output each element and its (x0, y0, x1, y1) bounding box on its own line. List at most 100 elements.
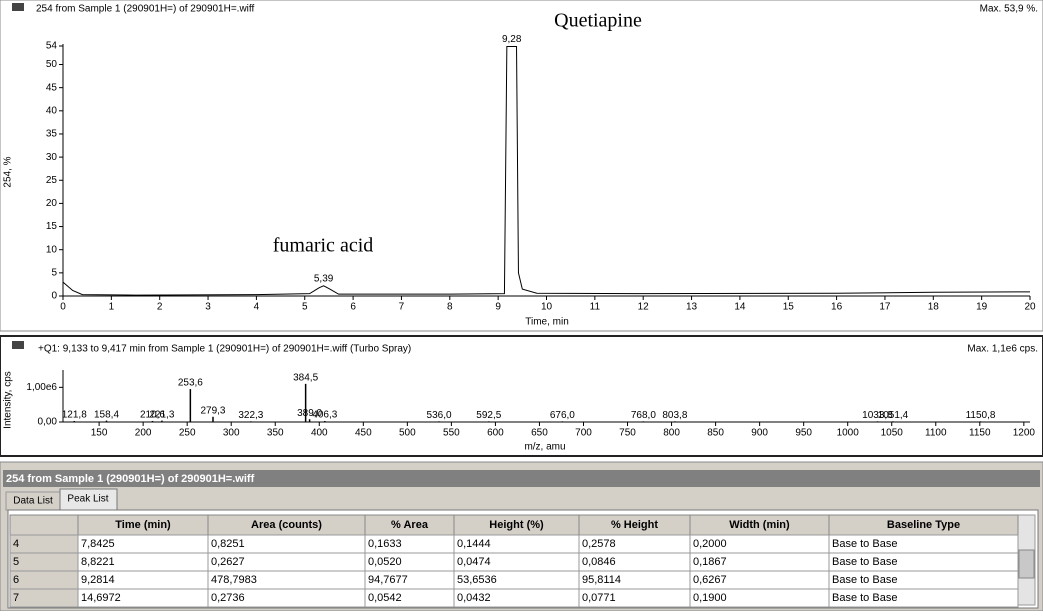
y-tick-label: 10 (46, 244, 58, 255)
cell-text: 4 (13, 538, 19, 550)
peak-label: 210,6 (140, 410, 165, 421)
x-tick-label: 950 (795, 428, 812, 439)
cell-text: 8,8221 (81, 556, 115, 568)
y-axis-label: Intensity, cps (3, 371, 14, 429)
cell-text: 7,8425 (81, 538, 115, 550)
peak-label: 676,0 (550, 410, 575, 421)
peak-label: 279,3 (200, 405, 225, 416)
peak-label: 1051,4 (878, 410, 909, 421)
x-tick-label: 10 (541, 302, 553, 313)
column-header-label: % Area (391, 519, 429, 531)
x-tick-label: 20 (1024, 302, 1036, 313)
panel-header: 254 from Sample 1 (290901H=) of 290901H=… (36, 4, 255, 15)
cell-text: 0,0846 (582, 556, 616, 568)
y-tick-label: 20 (46, 198, 58, 209)
peak-label: 158,4 (94, 409, 119, 420)
y-tick-label: 40 (46, 105, 58, 116)
peak-label: 322,3 (238, 410, 263, 421)
y-tick-label: 50 (46, 59, 58, 70)
cell-text: 0,2578 (582, 538, 616, 550)
cell-text: 478,7983 (211, 574, 257, 586)
spectrum-panel (0, 335, 1043, 457)
cell-text: 0,1633 (368, 538, 402, 550)
cell-text: 0,2000 (693, 538, 727, 550)
x-tick-label: 15 (783, 302, 795, 313)
column-header-label: Time (min) (115, 519, 171, 531)
y-tick-label: 35 (46, 129, 58, 140)
y-tick-label: 54 (46, 41, 58, 52)
y-tick-label: 1,00e6 (26, 382, 57, 393)
row-header (9, 588, 79, 608)
column-header-label: Height (%) (489, 519, 544, 531)
peak-label: 803,8 (662, 410, 687, 421)
cell-text: 0,2736 (211, 592, 245, 604)
cell-text: 14,6972 (81, 592, 121, 604)
x-tick-label: 350 (267, 428, 284, 439)
x-tick-label: 700 (575, 428, 592, 439)
cell-text: Base to Base (832, 556, 897, 568)
x-tick-label: 0 (60, 302, 66, 313)
y-tick-label: 30 (46, 152, 58, 163)
x-tick-label: 1 (109, 302, 115, 313)
x-tick-label: 19 (976, 302, 988, 313)
cell-text: 95,8114 (582, 574, 621, 586)
cell-text: 0,0542 (368, 592, 402, 604)
peak-label: 5,39 (314, 273, 334, 284)
panel-header: +Q1: 9,133 to 9,417 min from Sample 1 (2… (38, 344, 411, 355)
x-tick-label: 17 (879, 302, 891, 313)
table-title: 254 from Sample 1 (290901H=) of 290901H=… (6, 473, 255, 485)
cell-text: 7 (13, 592, 19, 604)
x-tick-label: 9 (495, 302, 501, 313)
scroll-thumb[interactable] (1018, 549, 1035, 579)
peak-label: 221,3 (149, 409, 174, 420)
y-tick-label: 0,00 (38, 417, 58, 428)
row-header (9, 534, 79, 554)
cell-text: 5 (13, 556, 19, 568)
max-label: Max. 53,9 %. (980, 4, 1038, 15)
cell-text: Base to Base (832, 538, 897, 550)
y-tick-label: 5 (51, 267, 57, 278)
x-tick-label: 6 (350, 302, 356, 313)
peak-label: 406,3 (312, 410, 337, 421)
cell-text: 0,1900 (693, 592, 727, 604)
cell-text: 9,2814 (81, 574, 115, 586)
x-tick-label: 600 (487, 428, 504, 439)
panel-icon (12, 3, 24, 11)
column-header-label: Baseline Type (887, 519, 960, 531)
tab-label[interactable]: Peak List (67, 494, 108, 505)
x-tick-label: 1000 (837, 428, 860, 439)
y-tick-label: 45 (46, 82, 58, 93)
peak-label: 536,0 (427, 410, 452, 421)
y-tick-label: 0 (51, 291, 57, 302)
x-tick-label: 3 (205, 302, 211, 313)
x-tick-label: 400 (311, 428, 328, 439)
x-tick-label: 12 (638, 302, 650, 313)
x-tick-label: 300 (223, 428, 240, 439)
cell-text: 0,8251 (211, 538, 245, 550)
cell-text: 0,0520 (368, 556, 402, 568)
cell-text: 0,0474 (457, 556, 491, 568)
cell-text: Base to Base (832, 592, 897, 604)
x-tick-label: 16 (831, 302, 843, 313)
peak-label: 1150,8 (966, 410, 996, 421)
peak-label: 121,8 (62, 410, 87, 421)
row-header (9, 552, 79, 572)
peak-label: 253,6 (178, 378, 203, 389)
x-tick-label: 7 (399, 302, 405, 313)
annotation: fumaric acid (273, 235, 374, 257)
x-tick-label: 850 (707, 428, 724, 439)
y-tick-label: 15 (46, 221, 58, 232)
x-tick-label: 14 (734, 302, 746, 313)
x-tick-label: 750 (619, 428, 636, 439)
x-tick-label: 8 (447, 302, 453, 313)
x-axis-label: m/z, amu (524, 442, 565, 453)
x-tick-label: 500 (399, 428, 416, 439)
trace (62, 45, 1031, 296)
y-axis-label: 254, % (3, 156, 14, 187)
x-axis-label: Time, min (525, 317, 569, 328)
tab-label[interactable]: Data List (13, 496, 53, 507)
peak-label: 9,28 (502, 34, 522, 45)
x-tick-label: 900 (751, 428, 768, 439)
peak-label: 1033,8 (862, 410, 893, 421)
